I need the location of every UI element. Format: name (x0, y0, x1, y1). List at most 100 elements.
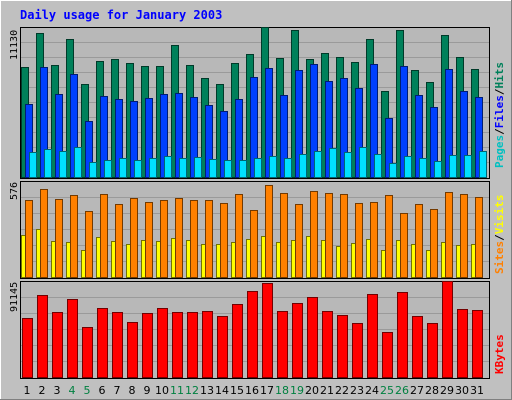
day-label-23: 23 (350, 384, 364, 397)
bar-pages-day-29 (449, 155, 457, 178)
ymax-label-kbytes: 91145 (9, 282, 20, 312)
legend-entry-files-2: Files (493, 95, 506, 128)
day-label-6: 6 (99, 384, 106, 397)
bar-pages-day-25 (389, 163, 397, 178)
bar-sites-day-3 (55, 199, 63, 278)
bar-sites-day-23 (355, 203, 363, 278)
bar-sites-day-17 (265, 185, 273, 278)
bar-kbytes-day-7 (112, 312, 123, 378)
bar-kbytes-day-29 (442, 281, 453, 378)
bar-kbytes-day-4 (67, 299, 78, 378)
bar-sites-day-25 (385, 195, 393, 278)
bar-kbytes-day-13 (202, 311, 213, 378)
bar-sites-day-31 (475, 197, 483, 278)
day-label-5: 5 (84, 384, 91, 397)
bar-sites-day-20 (310, 191, 318, 278)
bar-sites-day-1 (25, 200, 33, 278)
bar-pages-day-7 (119, 158, 127, 178)
day-label-18: 18 (275, 384, 289, 397)
bar-kbytes-day-3 (52, 312, 63, 378)
bar-pages-day-31 (479, 151, 487, 178)
bar-kbytes-day-12 (187, 312, 198, 378)
day-label-12: 12 (185, 384, 199, 397)
bar-kbytes-day-18 (277, 311, 288, 378)
bar-pages-day-12 (194, 157, 202, 178)
day-label-26: 26 (395, 384, 409, 397)
bar-pages-day-3 (59, 151, 67, 178)
bar-pages-day-28 (434, 161, 442, 178)
legend-hits-files-pages: Pages/Files/Hits (493, 62, 506, 168)
bar-pages-day-16 (254, 158, 262, 178)
bar-kbytes-day-17 (262, 283, 273, 378)
day-label-24: 24 (365, 384, 379, 397)
bar-sites-day-28 (430, 209, 438, 278)
bar-sites-day-15 (235, 194, 243, 278)
bar-kbytes-day-11 (172, 312, 183, 378)
bar-kbytes-day-27 (412, 316, 423, 378)
bar-pages-day-5 (89, 162, 97, 178)
bar-sites-day-7 (115, 204, 123, 278)
bar-sites-day-24 (370, 202, 378, 278)
day-label-1: 1 (24, 384, 31, 397)
bars-hits-files-pages (21, 27, 487, 178)
chart-title: Daily usage for January 2003 (20, 8, 222, 22)
panel-visits-sites: 576 Sites/Visits (9, 181, 506, 279)
day-label-30: 30 (455, 384, 469, 397)
ymax-label-hits-files-pages: 11130 (9, 30, 20, 60)
bar-kbytes-day-6 (97, 308, 108, 378)
bar-pages-day-27 (419, 158, 427, 178)
bar-kbytes-day-1 (22, 318, 33, 378)
bar-pages-day-6 (104, 160, 112, 178)
bar-kbytes-day-15 (232, 304, 243, 378)
day-label-28: 28 (425, 384, 439, 397)
bar-sites-day-6 (100, 194, 108, 278)
bar-sites-day-11 (175, 198, 183, 278)
bar-sites-day-30 (460, 194, 468, 278)
day-label-10: 10 (155, 384, 169, 397)
bar-sites-day-19 (295, 204, 303, 278)
bar-sites-day-29 (445, 192, 453, 278)
day-label-27: 27 (410, 384, 424, 397)
bar-kbytes-day-14 (217, 316, 228, 378)
bar-kbytes-day-9 (142, 313, 153, 378)
bar-kbytes-day-30 (457, 309, 468, 378)
legend-kbytes: KBytes (493, 334, 506, 374)
day-label-2: 2 (39, 384, 46, 397)
day-label-14: 14 (215, 384, 229, 397)
bar-sites-day-16 (250, 210, 258, 278)
bar-sites-day-4 (70, 195, 78, 278)
bars-kbytes (22, 281, 483, 378)
bar-pages-day-2 (44, 149, 52, 178)
bar-kbytes-day-2 (37, 295, 48, 378)
day-label-4: 4 (69, 384, 76, 397)
day-label-22: 22 (335, 384, 349, 397)
bar-kbytes-day-31 (472, 310, 483, 378)
legend-entry---3: / (493, 88, 506, 95)
bar-kbytes-day-8 (127, 322, 138, 378)
bar-kbytes-day-22 (337, 315, 348, 378)
bar-kbytes-day-16 (247, 291, 258, 378)
bar-pages-day-10 (164, 156, 172, 178)
bar-pages-day-17 (269, 156, 277, 178)
legend-entry-pages-0: Pages (493, 135, 506, 168)
day-label-11: 11 (170, 384, 184, 397)
legend-entry-hits-4: Hits (493, 62, 506, 89)
x-axis-day-labels: 1 2 3 4 5 6 7 8 9 10 11 12 13 14 15 16 17 18 19 20 21 22 23 24 2… (24, 384, 485, 397)
day-label-19: 19 (290, 384, 304, 397)
day-label-25: 25 (380, 384, 394, 397)
bar-kbytes-day-23 (352, 323, 363, 378)
ymax-label-visits-sites: 576 (9, 182, 20, 200)
bar-kbytes-day-10 (157, 308, 168, 378)
bar-sites-day-14 (220, 203, 228, 278)
bar-sites-day-27 (415, 204, 423, 278)
bar-pages-day-21 (329, 148, 337, 178)
bar-sites-day-12 (190, 200, 198, 278)
day-label-31: 31 (470, 384, 484, 397)
day-label-20: 20 (305, 384, 319, 397)
bar-pages-day-15 (239, 160, 247, 178)
bar-pages-day-1 (29, 152, 37, 178)
bar-sites-day-10 (160, 200, 168, 278)
bar-sites-day-8 (130, 198, 138, 278)
day-label-16: 16 (245, 384, 259, 397)
